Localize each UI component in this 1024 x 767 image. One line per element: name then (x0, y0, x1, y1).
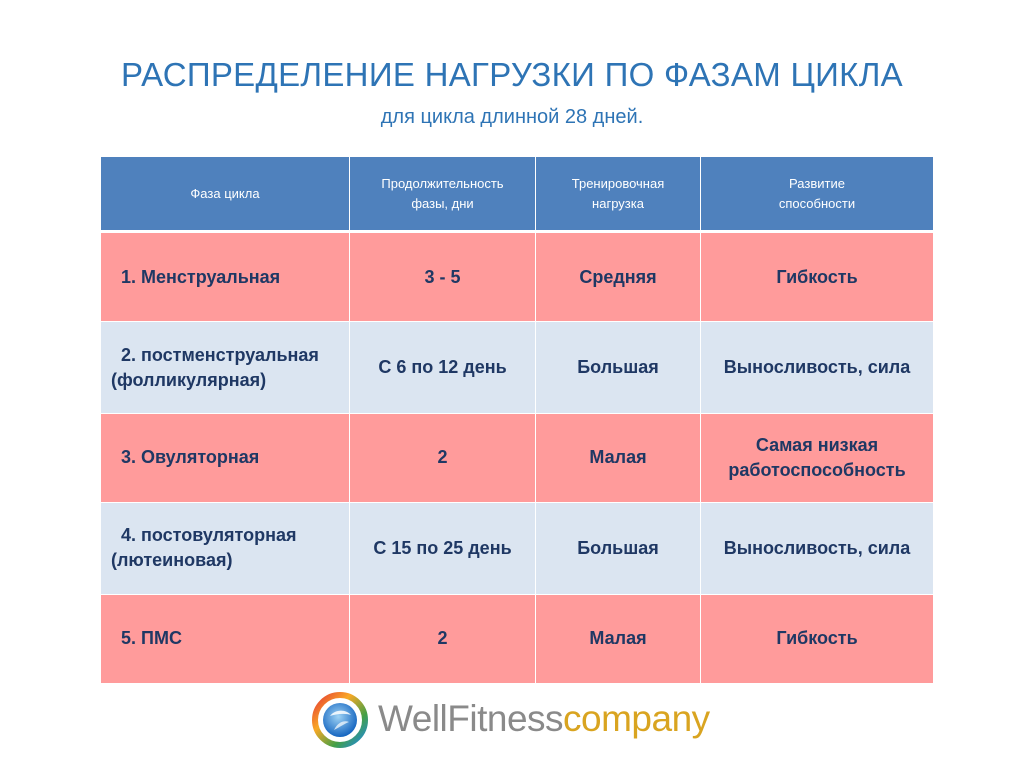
cell-phase: 3. Овуляторная (100, 412, 350, 504)
table-row: 2. постменструальная (фолликулярная) С 6… (100, 321, 934, 414)
cell-ability: Выносливость, сила (700, 502, 934, 595)
column-header-line: Продолжительность (381, 175, 504, 191)
cell-ability: Гибкость (700, 230, 934, 323)
phase-line: 4. постовуляторная (121, 525, 297, 546)
column-header-line: нагрузка (592, 195, 644, 211)
column-header-phase: Фаза цикла (100, 156, 350, 233)
table-header-row: Фаза цикла Продолжительность фазы, дни Т… (100, 156, 934, 233)
ability-line: Гибкость (776, 266, 858, 287)
column-header-ability: Развитие способности (700, 156, 934, 233)
cell-duration: С 15 по 25 день (349, 502, 536, 595)
phase-line: 2. постменструальная (121, 344, 319, 365)
phase-load-table: Фаза цикла Продолжительность фазы, дни Т… (100, 156, 934, 685)
column-header-duration: Продолжительность фазы, дни (349, 156, 536, 233)
logo-word-company: company (563, 698, 710, 739)
table-row: 4. постовуляторная (лютеиновая) С 15 по … (100, 502, 934, 595)
table-row: 1. Менструальная 3 - 5 Средняя Гибкость (100, 230, 934, 323)
slide-title: РАСПРЕДЕЛЕНИЕ НАГРУЗКИ ПО ФАЗАМ ЦИКЛА (121, 56, 903, 93)
wellfitness-logo-icon (312, 692, 368, 748)
cell-duration: 2 (349, 593, 536, 685)
cell-load: Большая (535, 321, 701, 414)
cell-duration: 3 - 5 (349, 230, 536, 323)
cell-duration: С 6 по 12 день (349, 321, 536, 414)
column-header-load: Тренировочная нагрузка (535, 156, 701, 233)
ability-line: работоспособность (728, 459, 906, 480)
cell-duration: 2 (349, 412, 536, 504)
column-header-line: фазы, дни (411, 195, 474, 211)
slide-subtitle: для цикла длинной 28 дней. (380, 106, 644, 128)
cell-ability: Гибкость (700, 593, 934, 685)
phase-line: 1. Менструальная (121, 266, 281, 287)
cell-load: Малая (535, 593, 701, 685)
logo-word-wellfitness: WellFitness (378, 698, 564, 739)
ability-line: Выносливость, сила (723, 357, 911, 378)
column-header-line: Развитие (789, 175, 845, 191)
company-logo: WellFitnesscompany (312, 692, 724, 752)
phase-line: 5. ПМС (121, 628, 182, 649)
phase-line: (фолликулярная) (111, 369, 267, 390)
table-row: 5. ПМС 2 Малая Гибкость (100, 593, 934, 685)
ability-line: Самая низкая (755, 434, 879, 455)
cell-phase: 4. постовуляторная (лютеиновая) (100, 502, 350, 595)
logo-wordmark: WellFitnesscompany (378, 698, 710, 740)
ability-line: Выносливость, сила (723, 537, 911, 558)
column-header-line: способности (778, 195, 856, 211)
ability-line: Гибкость (776, 628, 858, 649)
cell-ability: Самая низкая работоспособность (700, 412, 934, 504)
table-row: 3. Овуляторная 2 Малая Самая низкая рабо… (100, 412, 934, 504)
phase-line: 3. Овуляторная (121, 447, 260, 468)
cell-phase: 1. Менструальная (100, 230, 350, 323)
cell-load: Большая (535, 502, 701, 595)
cell-phase: 2. постменструальная (фолликулярная) (100, 321, 350, 414)
phase-line: (лютеиновая) (111, 550, 233, 571)
cell-phase: 5. ПМС (100, 593, 350, 685)
cell-ability: Выносливость, сила (700, 321, 934, 414)
column-header-line: Тренировочная (571, 175, 665, 191)
cell-load: Малая (535, 412, 701, 504)
column-header-line: Фаза цикла (190, 185, 260, 201)
cell-load: Средняя (535, 230, 701, 323)
